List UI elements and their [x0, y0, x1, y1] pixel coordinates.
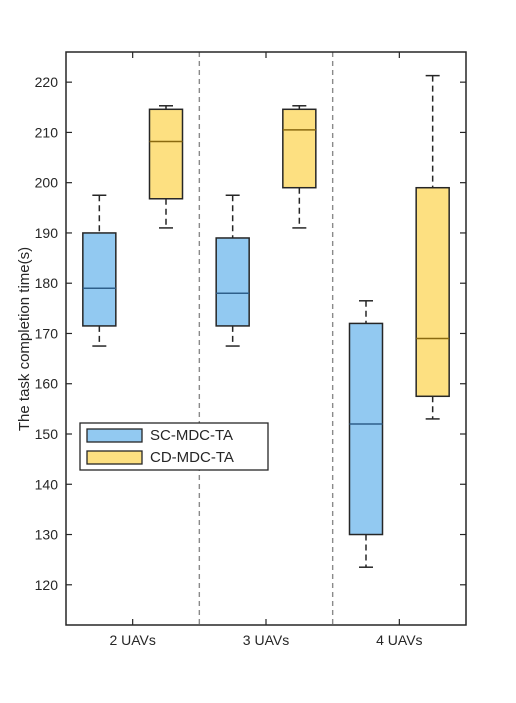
box-SC-MDC-TA-2 UAVs [82, 194, 117, 347]
y-tick-label: 200 [35, 175, 59, 191]
y-axis-ticks: 120 130 140 150 160 170 180 190 200 210 220 [35, 74, 466, 593]
iqr-box [282, 108, 317, 189]
y-tick-label: 220 [35, 74, 59, 90]
box-CD-MDC-TA-3 UAVs [282, 105, 317, 229]
x-axis-ticks: 2 UAVs 3 UAVs 4 UAVs [109, 52, 423, 648]
x-tick-label: 3 UAVs [243, 632, 289, 648]
y-tick-label: 210 [35, 124, 59, 140]
x-tick-label: 2 UAVs [109, 632, 155, 648]
plot-frame [65, 51, 467, 626]
legend-label: CD-MDC-TA [150, 449, 234, 466]
legend: SC-MDC-TA CD-MDC-TA [79, 422, 269, 471]
iqr-box [415, 186, 450, 398]
iqr-box [82, 232, 117, 327]
box-series [82, 74, 450, 568]
legend-swatch [86, 450, 143, 465]
y-tick-label: 160 [35, 376, 59, 392]
y-tick-label: 120 [35, 577, 59, 593]
y-tick-label: 170 [35, 325, 59, 341]
legend-swatch [86, 428, 143, 443]
box-SC-MDC-TA-3 UAVs [215, 194, 250, 347]
group-separators [198, 52, 334, 625]
box-SC-MDC-TA-4 UAVs [348, 300, 384, 568]
y-tick-label: 180 [35, 275, 59, 291]
y-axis-label: The task completion time(s) [16, 247, 33, 431]
iqr-box [348, 322, 384, 536]
y-tick-label: 130 [35, 527, 59, 543]
y-tick-label: 150 [35, 426, 59, 442]
box-CD-MDC-TA-2 UAVs [148, 105, 184, 229]
x-tick-label: 4 UAVs [376, 632, 422, 648]
y-tick-label: 140 [35, 476, 59, 492]
legend-label: SC-MDC-TA [150, 427, 233, 444]
box-CD-MDC-TA-4 UAVs [415, 74, 450, 420]
y-tick-label: 190 [35, 225, 59, 241]
plot-area [66, 52, 466, 625]
iqr-box [215, 237, 250, 327]
iqr-box [148, 108, 184, 200]
